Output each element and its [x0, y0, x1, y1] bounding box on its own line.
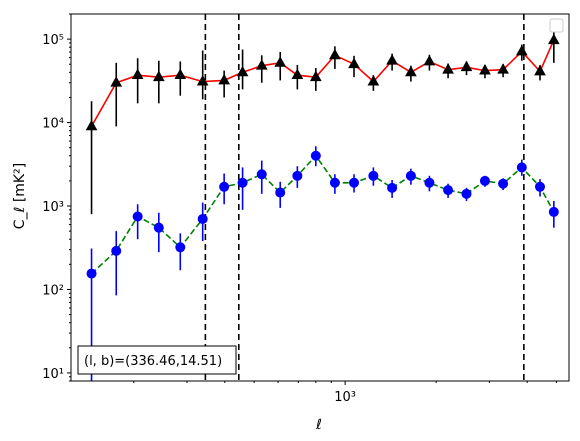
data-point-triangle — [274, 56, 287, 67]
data-point-circle — [405, 170, 416, 181]
data-point-circle — [153, 222, 164, 233]
data-point-triangle — [442, 63, 454, 74]
data-point-triangle — [348, 57, 360, 69]
y-tick-label: 10⁵ — [42, 33, 64, 48]
data-point-triangle — [152, 70, 165, 82]
data-point-circle — [479, 175, 490, 186]
data-point-circle — [292, 170, 303, 181]
data-point-triangle — [131, 68, 144, 80]
y-axis-label: C_ℓ [mK²] — [12, 163, 28, 229]
data-point-circle — [310, 150, 321, 161]
data-point-triangle — [497, 63, 509, 74]
data-point-circle — [368, 170, 379, 181]
annotation-text: (l, b)=(336.46,14.51) — [84, 354, 222, 369]
data-point-triangle — [367, 75, 380, 86]
legend-box — [549, 18, 564, 33]
data-point-triangle — [174, 68, 187, 80]
data-point-circle — [424, 177, 435, 188]
data-point-circle — [461, 188, 472, 199]
plot-content — [85, 14, 560, 381]
data-point-triangle — [479, 64, 491, 75]
axes-ticks: 10¹ 10² 10³ 10⁴ 10⁵ 10³ — [42, 13, 557, 405]
data-point-triangle — [85, 119, 98, 131]
x-axis-label: ℓ — [315, 417, 322, 433]
data-point-circle — [349, 177, 360, 188]
data-point-triangle — [515, 45, 528, 56]
data-point-circle — [132, 211, 143, 222]
data-point-circle — [111, 245, 122, 256]
data-point-triangle — [405, 65, 417, 77]
plot-frame — [70, 13, 570, 382]
data-point-triangle — [110, 76, 123, 87]
data-point-circle — [548, 206, 559, 217]
data-point-circle — [197, 213, 208, 224]
data-point-circle — [256, 169, 267, 180]
data-point-triangle — [534, 64, 546, 76]
y-tick-label: 10² — [42, 283, 64, 298]
data-point-circle — [498, 178, 509, 189]
data-point-circle — [387, 182, 398, 193]
data-point-circle — [237, 177, 248, 188]
y-tick-label: 10⁴ — [42, 117, 64, 132]
data-point-triangle — [218, 73, 230, 85]
y-tick-label: 10¹ — [42, 367, 64, 382]
legend — [549, 18, 564, 33]
data-point-circle — [86, 268, 97, 279]
data-point-triangle — [460, 60, 473, 72]
data-point-triangle — [386, 54, 398, 65]
annotation-frame — [77, 345, 237, 375]
data-point-circle — [534, 181, 545, 192]
data-point-triangle — [547, 33, 560, 45]
data-point-circle — [516, 162, 527, 173]
data-point-triangle — [196, 75, 209, 86]
data-point-triangle — [291, 68, 304, 80]
data-point-circle — [275, 187, 286, 198]
x-tick-label: 10³ — [334, 390, 356, 405]
data-point-circle — [443, 185, 454, 196]
data-point-circle — [219, 181, 230, 192]
data-point-circle — [175, 242, 186, 253]
data-point-circle — [329, 177, 340, 188]
data-point-triangle — [423, 54, 436, 66]
data-point-triangle — [236, 65, 249, 77]
y-tick-label: 10³ — [42, 200, 64, 215]
data-point-triangle — [309, 70, 322, 82]
data-point-triangle — [255, 59, 268, 70]
annotation-box: (l, b)=(336.46,14.51) — [77, 345, 237, 375]
plot-clipped-group — [85, 14, 560, 381]
data-point-triangle — [329, 48, 341, 60]
